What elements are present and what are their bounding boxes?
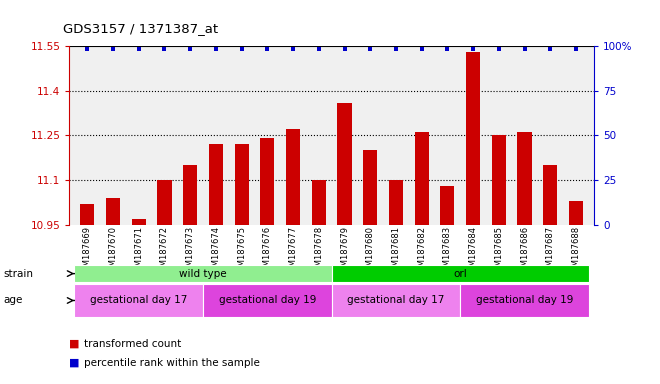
- Bar: [389, 180, 403, 225]
- Bar: [337, 103, 352, 225]
- Bar: [81, 204, 94, 225]
- Bar: [492, 136, 506, 225]
- Bar: [183, 165, 197, 225]
- Bar: [234, 144, 249, 225]
- Text: orl: orl: [453, 268, 467, 279]
- Text: age: age: [3, 295, 22, 306]
- Bar: [569, 201, 583, 225]
- Bar: [543, 165, 557, 225]
- Bar: [332, 265, 589, 282]
- Bar: [203, 284, 332, 317]
- Bar: [517, 132, 531, 225]
- Text: gestational day 19: gestational day 19: [218, 295, 316, 306]
- Text: transformed count: transformed count: [84, 339, 181, 349]
- Bar: [466, 52, 480, 225]
- Bar: [414, 132, 429, 225]
- Text: GDS3157 / 1371387_at: GDS3157 / 1371387_at: [63, 22, 218, 35]
- Bar: [209, 144, 223, 225]
- Text: gestational day 17: gestational day 17: [347, 295, 445, 306]
- Text: strain: strain: [3, 268, 33, 279]
- Bar: [106, 198, 120, 225]
- Bar: [363, 150, 378, 225]
- Text: gestational day 19: gestational day 19: [476, 295, 574, 306]
- Bar: [132, 218, 146, 225]
- Bar: [312, 180, 326, 225]
- Bar: [75, 284, 203, 317]
- Text: gestational day 17: gestational day 17: [90, 295, 187, 306]
- Bar: [440, 186, 455, 225]
- Text: ■: ■: [69, 339, 80, 349]
- Text: ■: ■: [69, 358, 80, 368]
- Bar: [286, 129, 300, 225]
- Bar: [460, 284, 589, 317]
- Bar: [157, 180, 172, 225]
- Text: percentile rank within the sample: percentile rank within the sample: [84, 358, 259, 368]
- Text: wild type: wild type: [180, 268, 227, 279]
- Bar: [332, 284, 460, 317]
- Bar: [260, 138, 275, 225]
- Bar: [75, 265, 332, 282]
